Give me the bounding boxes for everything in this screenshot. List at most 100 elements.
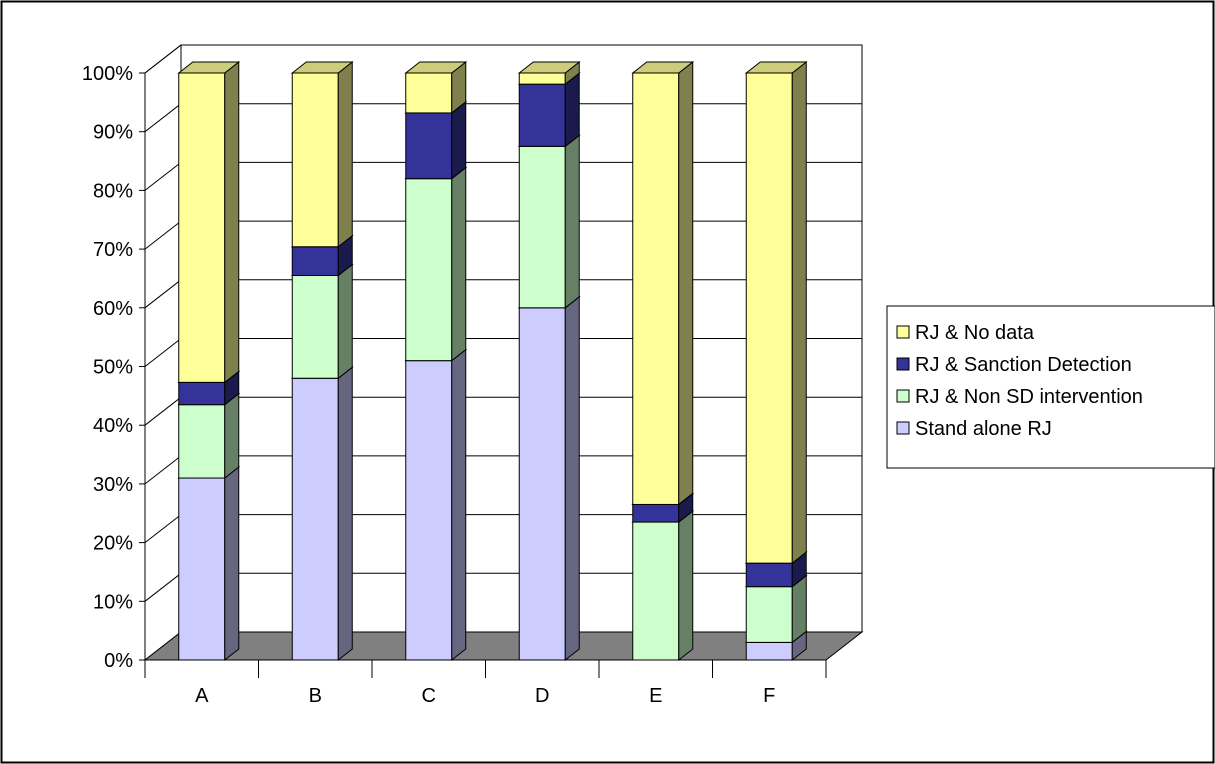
x-tick-label: E <box>649 685 662 707</box>
bar-front <box>518 83 566 147</box>
bar-segment <box>290 366 354 662</box>
bar-front <box>405 178 453 362</box>
bar-group-F <box>744 60 808 662</box>
legend-box <box>886 305 1215 469</box>
bar-segment <box>744 574 808 644</box>
side-wall-top <box>144 44 182 74</box>
bar-group-E <box>631 60 695 662</box>
bar-front <box>405 72 453 114</box>
bar-front <box>632 521 680 661</box>
legend-swatch <box>896 389 910 403</box>
bar-front <box>178 477 226 661</box>
y-tick-label: 90% <box>93 122 133 144</box>
bar-front <box>745 641 793 661</box>
bar-front <box>405 360 453 661</box>
x-tick-label: D <box>535 685 549 707</box>
bar-front <box>518 307 566 661</box>
bar-top <box>404 61 468 74</box>
bar-front <box>745 586 793 643</box>
bar-group-D <box>517 60 581 662</box>
bar-segment <box>517 60 581 86</box>
y-tick-label: 60% <box>93 298 133 320</box>
bar-group-C <box>404 60 468 662</box>
bar-segment <box>744 60 808 565</box>
legend-label: RJ & No data <box>915 322 1035 344</box>
bar-top <box>177 61 241 74</box>
bar-front <box>178 72 226 383</box>
bar-segment <box>177 60 241 384</box>
y-tick-label: 50% <box>93 357 133 379</box>
y-tick-label: 20% <box>93 533 133 555</box>
x-tick-label: F <box>763 685 775 707</box>
bar-side <box>224 60 240 384</box>
bar-segment <box>631 60 695 506</box>
gridline-side <box>144 103 182 133</box>
bar-top <box>517 61 581 74</box>
bar-front <box>291 72 339 248</box>
x-tick-label: C <box>422 685 436 707</box>
bar-top <box>744 61 808 74</box>
bar-front <box>518 145 566 309</box>
x-tick-label: A <box>195 685 209 707</box>
axes: 0% 10% 20% 30% 40% 50% 60% 70% 80% 90% 100% A B C D E F <box>82 63 827 707</box>
bar-segment <box>517 295 581 662</box>
bar-segment <box>404 60 468 114</box>
y-tick-label: 0% <box>104 650 133 672</box>
bar-side <box>451 348 467 662</box>
y-tick-label: 30% <box>93 474 133 496</box>
bar-side <box>791 60 807 565</box>
gridline-side <box>144 396 182 426</box>
x-tick-label: B <box>309 685 322 707</box>
bar-front <box>291 377 339 661</box>
bar-front <box>632 503 680 523</box>
bar-front <box>291 246 339 277</box>
bar-side <box>337 366 353 662</box>
bar-group-A <box>177 60 241 662</box>
legend-swatch <box>896 357 910 371</box>
y-tick-label: 70% <box>93 239 133 261</box>
bar-front <box>178 404 226 479</box>
bar-group-B <box>290 60 354 662</box>
bar-side <box>678 60 694 506</box>
bar-segment <box>631 510 695 662</box>
bar-segment <box>290 263 354 380</box>
gridline-side <box>144 338 182 367</box>
bar-side <box>678 510 694 662</box>
bar-front <box>518 72 566 85</box>
bar-front <box>632 72 680 505</box>
gridline-side <box>144 514 182 543</box>
bar-front <box>745 72 793 564</box>
y-tick-label: 10% <box>93 591 133 613</box>
bar-side <box>224 466 240 662</box>
bar-segment <box>290 60 354 248</box>
bar-side <box>791 574 807 644</box>
bar-segment <box>177 392 241 480</box>
gridline-side <box>144 220 182 250</box>
legend-swatch <box>896 325 910 339</box>
legend: RJ & No data RJ & Sanction Detection RJ & … <box>886 305 1215 469</box>
legend-label: RJ & Non SD intervention <box>915 386 1143 408</box>
bar-side <box>451 100 467 180</box>
legend-label: Stand alone RJ <box>915 418 1052 440</box>
bar-segment <box>404 348 468 662</box>
gridline-side <box>144 279 182 309</box>
bar-segment <box>404 166 468 362</box>
bar-front <box>291 275 339 379</box>
bar-side <box>337 263 353 380</box>
bar-top <box>290 61 354 74</box>
y-tick-label: 100% <box>82 63 133 85</box>
bar-top <box>631 61 695 74</box>
bar-side <box>224 392 240 480</box>
bar-side <box>564 72 580 148</box>
bar-side <box>337 60 353 248</box>
legend-swatch <box>896 421 910 435</box>
gridline-side <box>144 572 182 602</box>
bar-side <box>451 166 467 362</box>
bar-segment <box>517 134 581 309</box>
y-tick-label: 40% <box>93 415 133 437</box>
y-tick-label: 80% <box>93 180 133 202</box>
gridline-side <box>144 162 182 191</box>
bar-segment <box>404 100 468 180</box>
